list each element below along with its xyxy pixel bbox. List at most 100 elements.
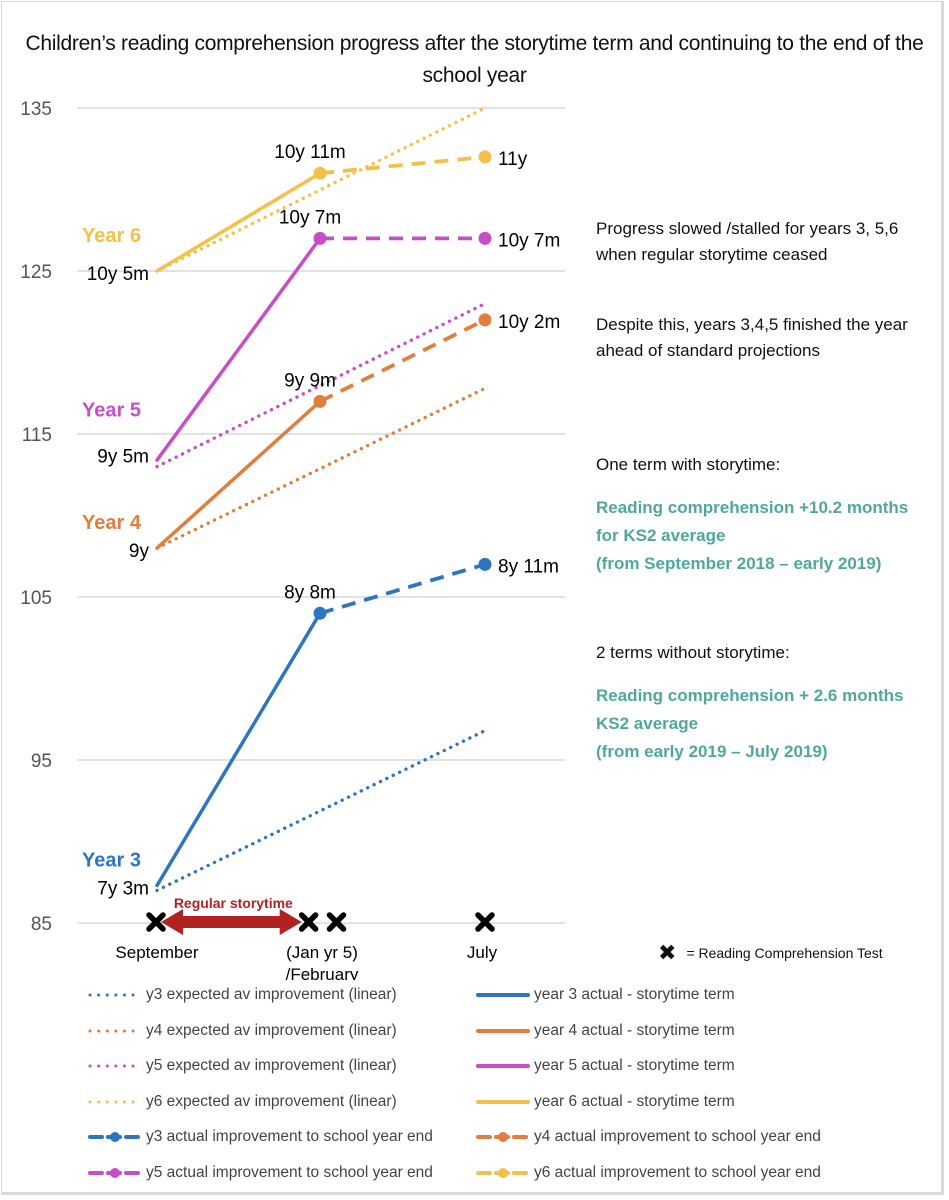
data-markers [313,150,492,620]
marker-y6_actual_end [313,166,327,180]
legend-swatch-marker [110,1132,120,1142]
year-label: Year 5 [82,400,141,422]
y-axis-ticks: 135 125 115 105 95 85 [20,99,52,935]
legend-swatch-y5_actual_end [88,1167,142,1178]
series-line-y3_actual_end [319,562,486,616]
series-line-y5_actual_term [155,236,322,462]
x-axis: September (Jan yr 5) /February July [115,943,497,980]
legend-swatch-y4_actual_end [476,1132,530,1142]
legend-label: y6 expected av improvement (linear) [146,1092,397,1110]
legend-label: year 3 actual - storytime term [534,986,735,1003]
legend-item-y6_actual_end: y6 actual improvement to school year end [476,1162,821,1184]
y-tick-label: 125 [20,262,52,283]
y-tick-label: 105 [20,588,52,609]
legend-swatch-marker [498,1167,508,1178]
marker-y4_actual_end [478,313,492,327]
legend-swatch-y5_actual_term [476,1064,530,1068]
legend-item-y5_actual_term: year 5 actual - storytime term [476,1055,735,1077]
note-two-terms-result: Reading comprehension + 2.6 months KS2 a… [596,682,903,766]
legend-item-y3_expected: y3 expected av improvement (linear) [88,984,397,1006]
marker-y4_actual_end [313,394,327,408]
legend-item-y4_expected: y4 expected av improvement (linear) [88,1020,397,1042]
chart-title: Children’s reading comprehension progres… [25,32,924,87]
point-label: 10y 7m [498,230,560,251]
test-markers [146,912,495,932]
point-label: 9y 5m [97,447,149,468]
x-cross-stroke [146,912,166,932]
legend-swatch-marker [498,1132,508,1142]
legend-item-y6_actual_term: year 6 actual - storytime term [476,1091,735,1113]
series-lines [155,106,487,893]
point-label: 10y 5m [87,264,149,285]
x-cross-stroke [326,912,347,932]
y-tick-label: 115 [22,425,52,446]
x-cross-stroke [475,912,495,932]
point-label: 9y [129,541,150,562]
legend-swatch-y4_expected [88,1029,142,1032]
note-one-term-line1: Reading comprehension +10.2 months [596,498,909,517]
marker-y6_actual_end [478,150,492,164]
x-cross-icon [146,912,166,932]
y-tick-label: 135 [20,99,52,120]
note-one-term: One term with storytime: [596,455,781,474]
x-label-feb-line1: (Jan yr 5) [286,943,358,962]
y-tick-label: 95 [31,751,52,772]
year-label: Year 3 [82,849,141,871]
test-marker-key-text: = Reading Comprehension Test [686,945,883,961]
point-label: 8y 8m [284,582,336,603]
series-line-y4_actual_end [319,318,486,404]
legend-swatch-y6_expected [88,1100,142,1103]
note-ahead-of-projections: Despite this, years 3,4,5 finished the y… [596,315,908,360]
point-label: 10y 2m [498,312,560,333]
legend-swatch-y3_actual_term [476,993,530,997]
series-line-y3_expected [155,728,487,893]
legend-item-y4_actual_end: y4 actual improvement to school year end [476,1126,821,1148]
note-two-terms-line2: KS2 average [596,714,699,733]
series-line-y3_actual_term [155,611,322,888]
series-line-y6_expected [155,106,487,273]
legend-swatch-y3_actual_end [88,1132,142,1142]
legend-item-y3_actual_end: y3 actual improvement to school year end [88,1126,433,1148]
note-progress-slowed: Progress slowed /stalled for years 3, 5,… [596,219,899,264]
point-label: 8y 11m [498,556,559,577]
y-tick-label: 85 [31,914,52,935]
point-label: 7y 3m [97,879,149,900]
legend-swatch-y4_actual_term [476,1028,530,1033]
legend-label: y3 expected av improvement (linear) [146,986,397,1003]
marker-y3_actual_end [313,606,327,620]
legend-label: year 6 actual - storytime term [534,1092,735,1110]
marker-y5_actual_end [313,231,327,245]
legend-label: y3 actual improvement to school year end [146,1128,433,1145]
legend-label: y5 actual improvement to school year end [146,1163,433,1181]
note-two-terms: 2 terms without storytime: [596,643,790,662]
legend-swatch-y3_expected [88,993,142,997]
x-label-feb-line2: /February [286,965,359,980]
x-cross-icon [475,912,495,932]
point-label: 9y 9m [284,370,336,391]
x-cross-icon [326,912,347,932]
point-label: 10y 7m [279,207,341,228]
storytime-span: Regular storytime [161,895,302,935]
note-one-term-line3: (from September 2018 – early 2019) [596,554,882,573]
legend-label: y6 actual improvement to school year end [534,1163,821,1181]
year-label: Year 6 [82,225,141,247]
marker-y5_actual_end [478,231,492,245]
series-line-y4_expected [155,386,487,550]
legend-label: y5 expected av improvement (linear) [146,1057,397,1074]
test-marker-key: ✖ = Reading Comprehension Test [658,940,883,966]
series-line-y6_actual_end [319,155,486,176]
note-one-term-result: Reading comprehension +10.2 months for K… [596,494,908,578]
legend-item-y4_actual_term: year 4 actual - storytime term [476,1020,735,1042]
point-label: 10y 11m [274,142,345,163]
legend-label: y4 actual improvement to school year end [534,1128,821,1145]
note-two-terms-line1: Reading comprehension + 2.6 months [596,686,904,705]
x-cross-icon [298,912,319,932]
point-label: 11y [498,149,528,170]
legend-swatch-y5_expected [88,1064,142,1068]
legend-label: year 4 actual - storytime term [534,1021,735,1039]
marker-y3_actual_end [478,557,492,571]
legend-swatch-y6_actual_end [476,1167,530,1178]
x-label-july: July [467,943,498,962]
legend-label: y4 expected av improvement (linear) [146,1021,397,1039]
